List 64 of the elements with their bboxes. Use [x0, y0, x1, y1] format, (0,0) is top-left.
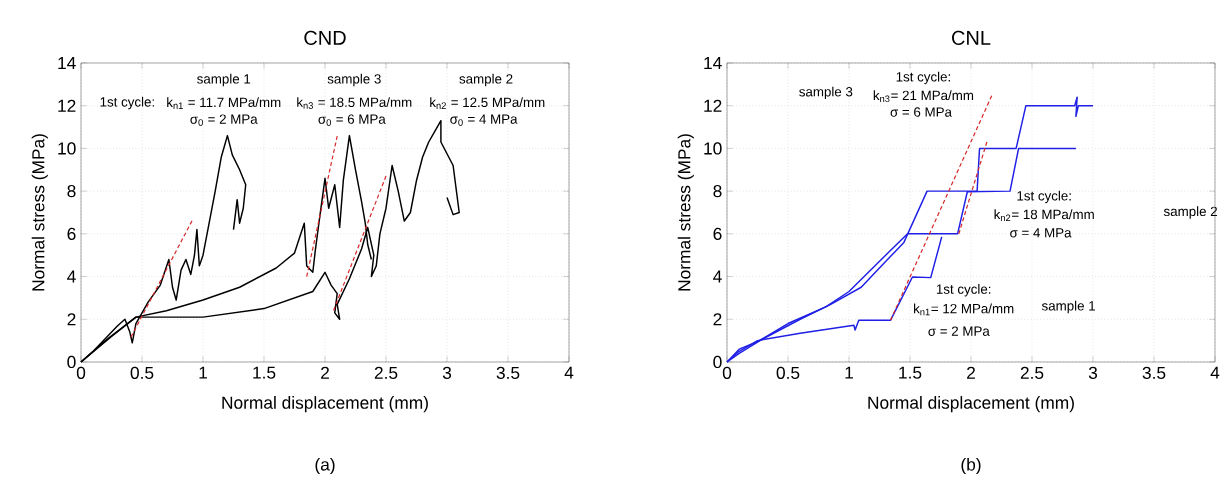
- annotation: σ$_{0}$ = 4 MPa: [450, 114, 518, 126]
- annotation: σ = 4 MPa: [1010, 228, 1072, 238]
- y-tick-label: 0: [713, 355, 722, 369]
- y-tick-label: 10: [704, 142, 722, 155]
- annotation: σ$_{0}$ = 6 MPa: [318, 114, 386, 126]
- annotation: sample 2: [1163, 206, 1217, 219]
- annotation: 1st cycle:: [936, 284, 991, 297]
- x-tick-label: 3.5: [1142, 366, 1166, 379]
- y-tick-label: 12: [58, 99, 76, 112]
- x-tick-label: 2: [967, 366, 975, 379]
- annotation: 1st cycle:: [1017, 190, 1071, 204]
- text: (b): [961, 457, 981, 475]
- chart-title: CND: [304, 30, 346, 45]
- annotation: sample 1: [1041, 300, 1095, 314]
- y-tick-label: 2: [713, 313, 722, 326]
- y-tick-label: 10: [58, 142, 76, 155]
- annotation: σ = 2 MPa: [928, 326, 990, 336]
- y-tick-label: 2: [67, 313, 76, 326]
- x-tick-label: 3: [442, 366, 452, 379]
- annotation: 1st cycle:: [896, 71, 950, 85]
- x-tick-label: 1.5: [253, 366, 276, 379]
- x-tick-label: 4: [1210, 366, 1220, 379]
- x-axis-title: Normal displacement (mm): [868, 396, 1074, 413]
- annotation: sample 2: [459, 73, 513, 87]
- y-tick-label: 4: [67, 270, 76, 283]
- x-tick-label: 0.5: [130, 366, 154, 379]
- x-axis-title: Normal displacement (mm): [222, 396, 428, 413]
- x-tick-label: 2.5: [374, 366, 398, 379]
- y-tick-label: 8: [713, 184, 722, 198]
- y-axis-title: Normal stress (MPa): [31, 134, 48, 291]
- x-tick-label: 3: [1088, 366, 1098, 379]
- x-tick-label: 0: [76, 366, 86, 379]
- annotation: k$_{n2}$= 18 MPa/mm: [994, 209, 1094, 222]
- annotation: k$_{n3}$ = 18.5 MPa/mm: [297, 97, 412, 109]
- text: (a): [315, 457, 335, 475]
- annotation: sample 1: [197, 73, 251, 87]
- annotation: sample 3: [799, 86, 853, 100]
- y-tick-label: 4: [713, 270, 722, 283]
- x-tick-label: 1: [845, 366, 853, 379]
- x-tick-label: 0: [722, 366, 732, 379]
- annotation: k$_{n1}$ = 11.7 MPa/mm: [167, 97, 281, 109]
- y-axis-title: Normal stress (MPa): [677, 134, 694, 291]
- annotation: sample 3: [327, 73, 381, 87]
- y-tick-label: 12: [704, 99, 722, 112]
- annotation: k$_{n1}$= 12 MPa/mm: [914, 303, 1014, 316]
- x-tick-label: 1.5: [899, 366, 922, 379]
- x-tick-label: 2: [321, 366, 329, 379]
- x-tick-label: 4: [564, 366, 574, 379]
- annotation: k$_{n2}$ = 12.5 MPa/mm: [430, 97, 545, 109]
- y-tick-label: 8: [67, 184, 76, 198]
- x-tick-label: 1: [199, 366, 207, 379]
- annotation: σ$_{0}$ = 2 MPa: [190, 114, 258, 126]
- annotation: k$_{n3}$= 21 MPa/mm: [873, 90, 974, 103]
- y-tick-label: 6: [713, 227, 722, 240]
- y-tick-label: 6: [67, 227, 76, 240]
- y-tick-label: 0: [67, 355, 76, 369]
- y-tick-label: 14: [704, 57, 722, 69]
- x-tick-label: 3.5: [496, 366, 520, 379]
- annotation: σ = 6 MPa: [890, 107, 952, 117]
- y-tick-label: 14: [58, 57, 76, 69]
- x-tick-label: 0.5: [776, 366, 800, 379]
- annotation: 1st cycle:: [100, 96, 154, 110]
- chart-title: CNL: [952, 30, 991, 45]
- x-tick-label: 2.5: [1020, 366, 1044, 379]
